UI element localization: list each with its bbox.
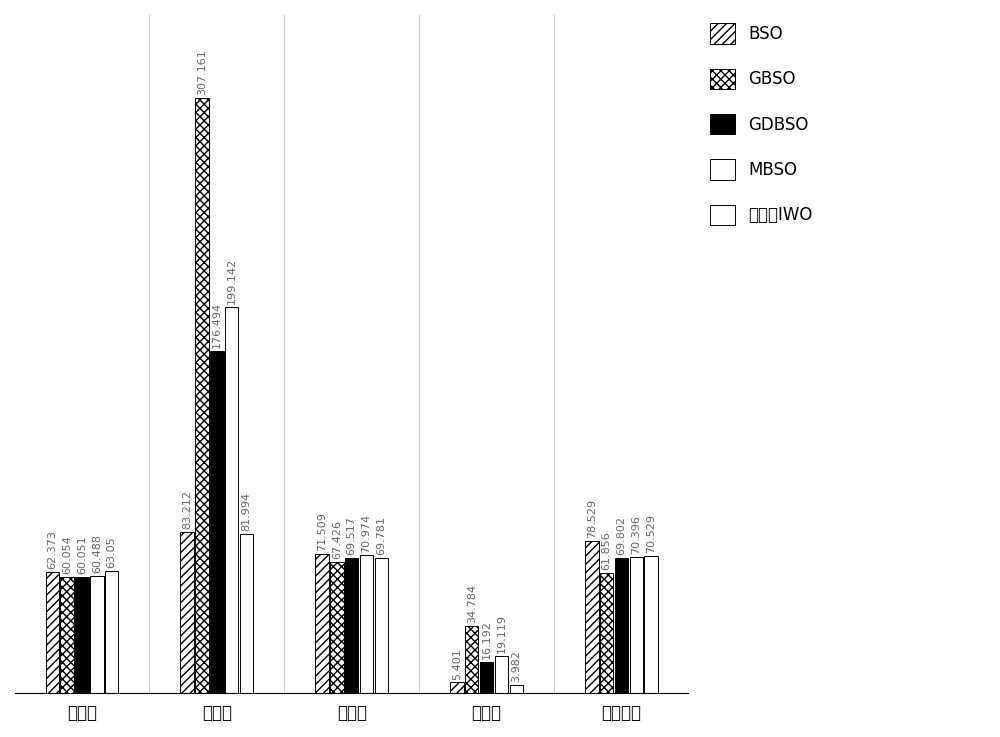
Bar <box>225 307 238 693</box>
Bar <box>615 558 628 693</box>
Text: 307.161: 307.161 <box>197 49 207 95</box>
Text: 60.488: 60.488 <box>92 534 102 573</box>
Bar <box>495 656 508 693</box>
Legend: BSO, GBSO, GDBSO, MBSO, 振荡型IWO: BSO, GBSO, GDBSO, MBSO, 振荡型IWO <box>710 24 813 225</box>
Text: 69.781: 69.781 <box>376 516 386 555</box>
Text: 16.192: 16.192 <box>482 620 492 659</box>
Text: 62.373: 62.373 <box>47 531 57 569</box>
Bar <box>480 662 493 693</box>
Text: 34.784: 34.784 <box>467 584 477 623</box>
Bar <box>210 351 224 693</box>
Text: 60.051: 60.051 <box>77 535 87 573</box>
Bar <box>315 554 329 693</box>
Bar <box>450 682 464 693</box>
Text: 19.119: 19.119 <box>496 614 506 653</box>
Text: 83.212: 83.212 <box>182 490 192 529</box>
Text: 70.529: 70.529 <box>646 514 656 553</box>
Text: 199.142: 199.142 <box>227 258 237 304</box>
Bar <box>46 572 59 693</box>
Text: 176.494: 176.494 <box>212 302 222 348</box>
Bar <box>600 573 613 693</box>
Text: 70.974: 70.974 <box>362 514 372 553</box>
Bar <box>630 556 643 693</box>
Bar <box>465 626 478 693</box>
Text: 61.856: 61.856 <box>602 531 612 570</box>
Text: 5.401: 5.401 <box>452 648 462 680</box>
Bar <box>330 562 344 693</box>
Text: 67.426: 67.426 <box>332 520 342 559</box>
Bar <box>60 576 74 693</box>
Text: 69.517: 69.517 <box>347 517 357 556</box>
Text: 71.509: 71.509 <box>317 513 327 551</box>
Text: 78.529: 78.529 <box>587 499 597 538</box>
Bar <box>195 98 209 693</box>
Text: 70.396: 70.396 <box>631 514 641 553</box>
Bar <box>510 685 523 693</box>
Text: 81.994: 81.994 <box>242 492 252 531</box>
Text: 63.05: 63.05 <box>107 537 117 568</box>
Text: 3.982: 3.982 <box>511 650 521 682</box>
Bar <box>75 576 89 693</box>
Bar <box>180 531 194 693</box>
Bar <box>644 556 658 693</box>
Text: 60.054: 60.054 <box>62 535 72 573</box>
Bar <box>375 558 388 693</box>
Text: 69.802: 69.802 <box>616 516 626 555</box>
Bar <box>360 556 373 693</box>
Bar <box>105 570 118 693</box>
Bar <box>345 558 358 693</box>
Bar <box>585 541 599 693</box>
Bar <box>240 534 253 693</box>
Bar <box>90 576 104 693</box>
